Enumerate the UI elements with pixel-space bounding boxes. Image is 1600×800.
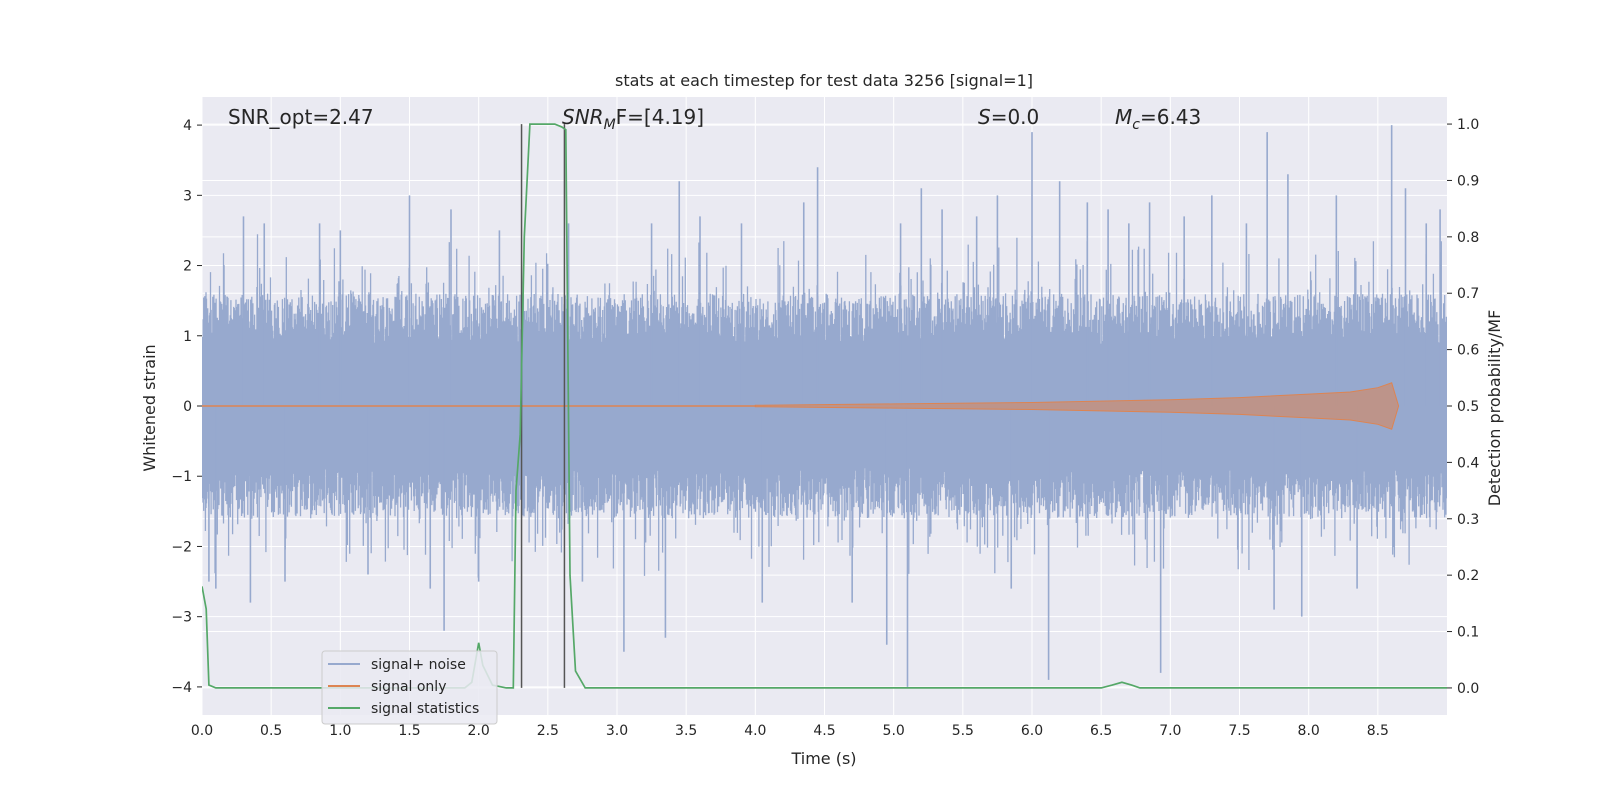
y2-tick-label: 0.1 [1457, 625, 1479, 641]
legend: signal+ noise signal only signal statist… [321, 650, 498, 725]
plot-layer [202, 123, 1447, 689]
y2-tick-label: 1.0 [1457, 117, 1479, 133]
annotation-s: S=0.0 [978, 105, 1039, 129]
y-axis-label: Whitened strain [140, 344, 159, 471]
x-tick-label: 4.5 [813, 723, 835, 739]
x-tick-label: 7.0 [1159, 723, 1181, 739]
y-tick-label: −1 [171, 469, 192, 485]
x-tick-label: 4.0 [744, 723, 766, 739]
x-axis-label: Time (s) [790, 749, 856, 768]
snr-mf-rest: F=[4.19] [616, 105, 704, 129]
tick-labels: 0.0 0.5 1.0 1.5 2.0 2.5 3.0 3.5 4.0 4.5 5.0 5.5 6.0 6… [171, 117, 1479, 739]
y2-tick-label: 0.3 [1457, 512, 1479, 528]
y2-tick-label: 0.6 [1457, 343, 1479, 359]
y2-tick-label: 0.8 [1457, 230, 1479, 246]
x-tick-label: 3.0 [606, 723, 628, 739]
legend-label-signal-statistics: signal statistics [371, 701, 479, 717]
y-tick-label: −4 [171, 680, 192, 696]
chart-title: stats at each timestep for test data 325… [615, 71, 1033, 90]
y2-tick-label: 0.0 [1457, 681, 1479, 697]
y-tick-label: −2 [171, 539, 192, 555]
snr-mf-sub: M [604, 117, 616, 133]
s-main: S [978, 105, 991, 129]
signal-layer [202, 382, 1400, 430]
y-tick-label: 2 [183, 259, 192, 275]
y2-tick-label: 0.9 [1457, 173, 1479, 189]
x-tick-label: 1.5 [398, 723, 420, 739]
mc-rest: =6.43 [1140, 105, 1201, 129]
y-tick-label: 3 [183, 188, 192, 204]
legend-label-signal-noise: signal+ noise [371, 657, 466, 673]
x-tick-label: 2.5 [537, 723, 559, 739]
annotation-snr-mf: SNRMF=[4.19] [562, 105, 704, 133]
y-tick-label: 4 [183, 118, 192, 134]
y2-tick-label: 0.5 [1457, 399, 1479, 415]
annotation-snr-opt: SNR_opt=2.47 [228, 105, 374, 129]
x-tick-label: 6.5 [1090, 723, 1112, 739]
x-tick-label: 3.5 [675, 723, 697, 739]
s-rest: =0.0 [991, 105, 1040, 129]
y2-tick-label: 0.4 [1457, 455, 1479, 471]
y-tick-label: 0 [183, 399, 192, 415]
y2-axis-label: Detection probability/MF [1485, 310, 1504, 507]
x-tick-label: 0.5 [260, 723, 282, 739]
mc-sub: c [1132, 117, 1140, 133]
x-tick-label: 2.0 [468, 723, 490, 739]
x-tick-label: 5.5 [952, 723, 974, 739]
x-tick-label: 5.0 [883, 723, 905, 739]
annotation-mc: Mc=6.43 [1115, 105, 1201, 133]
mc-main: M [1115, 105, 1132, 129]
signal-only-envelope [754, 382, 1400, 430]
x-tick-label: 6.0 [1021, 723, 1043, 739]
x-tick-label: 0.0 [191, 723, 213, 739]
legend-label-signal-only: signal only [371, 679, 446, 695]
y-tick-label: −3 [171, 610, 192, 626]
y2-tick-label: 0.7 [1457, 286, 1479, 302]
y2-tick-label: 0.2 [1457, 568, 1479, 584]
legend-box [321, 650, 498, 725]
x-tick-label: 1.0 [329, 723, 351, 739]
x-tick-label: 8.5 [1367, 723, 1389, 739]
snr-mf-main: SNR [562, 105, 604, 129]
x-tick-label: 7.5 [1228, 723, 1250, 739]
x-tick-label: 8.0 [1298, 723, 1320, 739]
y-tick-label: 1 [183, 329, 192, 345]
